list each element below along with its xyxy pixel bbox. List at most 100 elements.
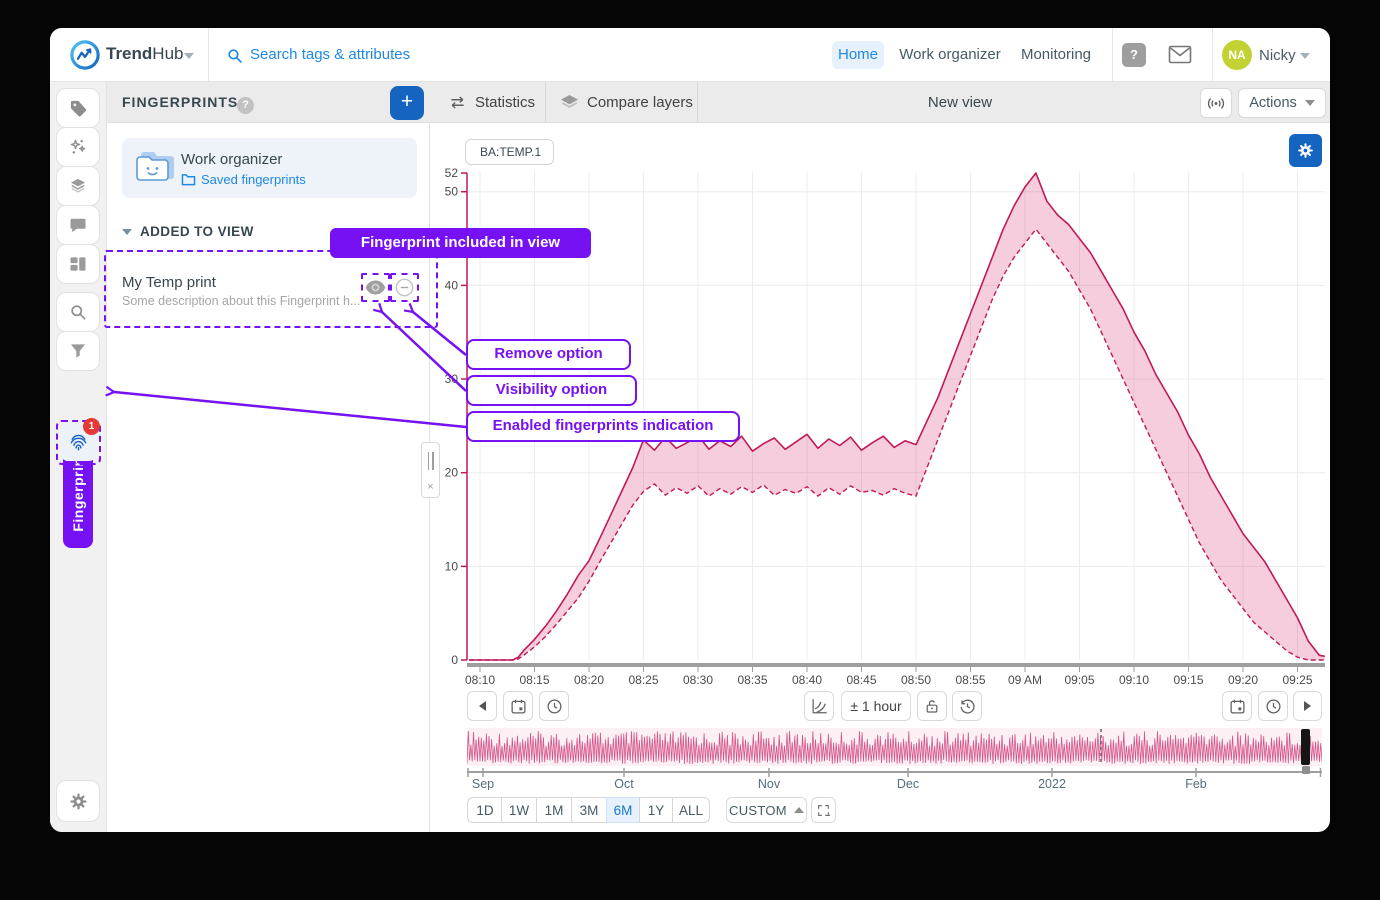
- zoom-1m[interactable]: 1M: [536, 797, 572, 823]
- tab-statistics[interactable]: Statistics: [448, 82, 535, 123]
- annotation-banner: Fingerprint included in view: [330, 228, 591, 258]
- tab-compare-layers[interactable]: Compare layers: [560, 82, 693, 123]
- remove-fingerprint-button[interactable]: [395, 278, 414, 302]
- time-range-button[interactable]: ± 1 hour: [841, 691, 911, 721]
- live-mode-button[interactable]: [1200, 88, 1232, 118]
- main-chart[interactable]: 08:1008:1508:2008:2508:3008:3508:4008:45…: [440, 128, 1330, 688]
- svg-text:09:05: 09:05: [1064, 673, 1094, 687]
- svg-text:08:10: 08:10: [465, 673, 495, 687]
- nav-item-monitoring[interactable]: Monitoring: [1015, 41, 1097, 69]
- header-divider: [545, 82, 546, 122]
- end-date-button[interactable]: [1222, 691, 1252, 721]
- zoom-6m[interactable]: 6M: [606, 797, 640, 823]
- rail-comments-button[interactable]: [56, 205, 100, 245]
- nav-item-work-organizer[interactable]: Work organizer: [896, 41, 1004, 69]
- actions-button[interactable]: Actions: [1238, 88, 1326, 118]
- user-caret-icon[interactable]: [1300, 53, 1310, 59]
- eye-icon: [365, 280, 386, 295]
- fingerprints-count-badge: 1: [83, 418, 100, 435]
- sparkles-icon: [68, 137, 88, 157]
- rail-layout-button[interactable]: [56, 244, 100, 284]
- clock-icon: [1265, 698, 1282, 715]
- help-button[interactable]: ?: [1122, 43, 1146, 67]
- minus-circle-icon: [395, 278, 414, 297]
- actions-label: Actions: [1249, 95, 1297, 111]
- tab-statistics-label: Statistics: [475, 82, 535, 123]
- svg-text:50: 50: [445, 185, 459, 199]
- svg-text:08:55: 08:55: [955, 673, 985, 687]
- add-fingerprint-button[interactable]: +: [390, 86, 424, 120]
- rail-layers-button[interactable]: [56, 166, 100, 206]
- svg-text:2022: 2022: [1038, 777, 1066, 790]
- messages-button[interactable]: [1168, 45, 1192, 69]
- start-time-button[interactable]: [539, 691, 569, 721]
- panel-resize-handle[interactable]: [421, 442, 440, 480]
- section-collapse-icon[interactable]: [122, 229, 132, 235]
- avatar[interactable]: NA: [1222, 40, 1252, 70]
- svg-text:52: 52: [445, 166, 459, 180]
- top-bar: TrendHub Search tags & attributes Home Wo…: [50, 28, 1330, 82]
- svg-text:08:40: 08:40: [792, 673, 822, 687]
- compare-layers-icon: [560, 94, 579, 111]
- svg-text:09:20: 09:20: [1228, 673, 1258, 687]
- nav-item-home[interactable]: Home: [832, 41, 884, 69]
- gear-icon: [68, 791, 89, 812]
- svg-text:09:15: 09:15: [1173, 673, 1203, 687]
- zoom-1y[interactable]: 1Y: [639, 797, 673, 823]
- visibility-toggle[interactable]: [365, 280, 386, 300]
- overview-strip[interactable]: [467, 728, 1322, 766]
- search-input[interactable]: Search tags & attributes: [250, 46, 410, 63]
- actions-caret-icon: [1305, 100, 1315, 106]
- rail-tags-button[interactable]: [56, 88, 100, 128]
- lock-icon: [924, 698, 940, 714]
- panel-help-icon[interactable]: ?: [237, 97, 254, 114]
- rail-settings-button[interactable]: [56, 780, 100, 822]
- tag-icon: [68, 98, 88, 118]
- folder-smiley-icon: [134, 147, 180, 194]
- pan-left-button[interactable]: [467, 691, 497, 721]
- zoom-3m[interactable]: 3M: [571, 797, 607, 823]
- trend-scale-button[interactable]: [804, 691, 834, 721]
- user-menu[interactable]: Nicky: [1259, 47, 1296, 64]
- svg-text:Oct: Oct: [614, 777, 634, 790]
- chat-bubble-icon: [68, 215, 88, 235]
- magnifier-icon: [68, 302, 88, 322]
- caret-up-icon: [794, 807, 804, 813]
- zoom-all[interactable]: ALL: [672, 797, 710, 823]
- custom-range-button[interactable]: CUSTOM: [726, 797, 807, 823]
- folder-icon: [181, 173, 196, 186]
- svg-text:20: 20: [445, 466, 459, 480]
- svg-text:Nov: Nov: [758, 777, 781, 790]
- start-date-button[interactable]: [503, 691, 533, 721]
- saved-fingerprints-link[interactable]: Saved fingerprints: [181, 172, 306, 187]
- rail-search-button[interactable]: [56, 292, 100, 332]
- svg-text:40: 40: [445, 278, 459, 292]
- svg-text:Feb: Feb: [1185, 777, 1207, 790]
- svg-text:Sep: Sep: [472, 777, 494, 790]
- caret-left-icon: [479, 701, 486, 711]
- fit-view-button[interactable]: [811, 797, 836, 823]
- topbar-divider: [208, 28, 209, 81]
- screenshot-stage: TrendHub Search tags & attributes Home Wo…: [0, 0, 1380, 900]
- pan-right-button[interactable]: [1293, 691, 1322, 721]
- caret-right-icon: [1304, 701, 1311, 711]
- saved-fingerprints-label: Saved fingerprints: [201, 172, 306, 187]
- brand-light: Hub: [152, 44, 183, 63]
- calendar-icon: [510, 698, 527, 715]
- rail-filter-button[interactable]: [56, 331, 100, 371]
- brand-bold: Trend: [106, 44, 152, 63]
- svg-text:30: 30: [445, 372, 459, 386]
- panel-collapse-button[interactable]: ×: [421, 479, 440, 498]
- zoom-1d[interactable]: 1D: [467, 797, 503, 823]
- svg-text:08:50: 08:50: [901, 673, 931, 687]
- overview-sparkline: [467, 728, 1322, 766]
- lock-range-button[interactable]: [917, 691, 947, 721]
- brand-caret-icon[interactable]: [184, 53, 194, 59]
- history-button[interactable]: [952, 691, 982, 721]
- rail-magic-button[interactable]: [56, 127, 100, 167]
- overview-handle-nub[interactable]: [1302, 766, 1310, 774]
- zoom-1w[interactable]: 1W: [501, 797, 537, 823]
- search-icon: [226, 47, 243, 69]
- end-time-button[interactable]: [1258, 691, 1288, 721]
- svg-text:08:25: 08:25: [628, 673, 658, 687]
